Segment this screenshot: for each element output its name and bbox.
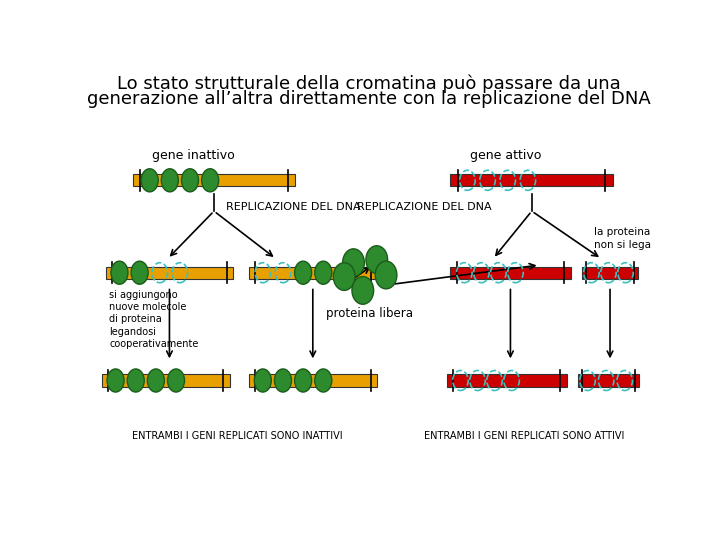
Bar [451, 174, 613, 186]
Ellipse shape [131, 261, 148, 284]
Bar [249, 267, 377, 279]
Text: ENTRAMBI I GENI REPLICATI SONO ATTIVI: ENTRAMBI I GENI REPLICATI SONO ATTIVI [424, 430, 624, 441]
Ellipse shape [181, 168, 199, 192]
Ellipse shape [168, 369, 184, 392]
Bar [132, 174, 295, 186]
Bar [446, 374, 567, 387]
Text: gene attivo: gene attivo [469, 149, 541, 162]
Bar [249, 374, 377, 387]
Text: REPLICAZIONE DEL DNA: REPLICAZIONE DEL DNA [357, 202, 492, 212]
Ellipse shape [107, 369, 124, 392]
Text: si aggiungono
nuove molecole
di proteina
legandosi
cooperativamente: si aggiungono nuove molecole di proteina… [109, 289, 199, 349]
Ellipse shape [274, 369, 292, 392]
Ellipse shape [333, 262, 355, 291]
Text: la proteina
non si lega: la proteina non si lega [594, 227, 651, 249]
Ellipse shape [148, 369, 164, 392]
Ellipse shape [111, 261, 128, 284]
Ellipse shape [315, 261, 332, 284]
Ellipse shape [294, 261, 312, 284]
Ellipse shape [315, 369, 332, 392]
Text: Lo stato strutturale della cromatina può passare da una: Lo stato strutturale della cromatina può… [117, 74, 621, 92]
Text: ENTRAMBI I GENI REPLICATI SONO INATTIVI: ENTRAMBI I GENI REPLICATI SONO INATTIVI [132, 430, 343, 441]
Ellipse shape [352, 276, 374, 304]
Bar [451, 267, 570, 279]
Ellipse shape [202, 168, 219, 192]
Text: REPLICAZIONE DEL DNA: REPLICAZIONE DEL DNA [225, 202, 360, 212]
Bar [578, 374, 639, 387]
Text: proteina libera: proteina libera [325, 307, 413, 320]
Bar [102, 374, 230, 387]
Ellipse shape [254, 369, 271, 392]
Text: generazione all’altra direttamente con la replicazione del DNA: generazione all’altra direttamente con l… [87, 90, 651, 108]
Text: gene inattivo: gene inattivo [152, 149, 235, 162]
Ellipse shape [161, 168, 179, 192]
Bar [106, 267, 233, 279]
Ellipse shape [127, 369, 144, 392]
Ellipse shape [343, 249, 364, 276]
Ellipse shape [141, 168, 158, 192]
Ellipse shape [375, 261, 397, 289]
Ellipse shape [294, 369, 312, 392]
Bar [582, 267, 638, 279]
Ellipse shape [366, 246, 387, 273]
